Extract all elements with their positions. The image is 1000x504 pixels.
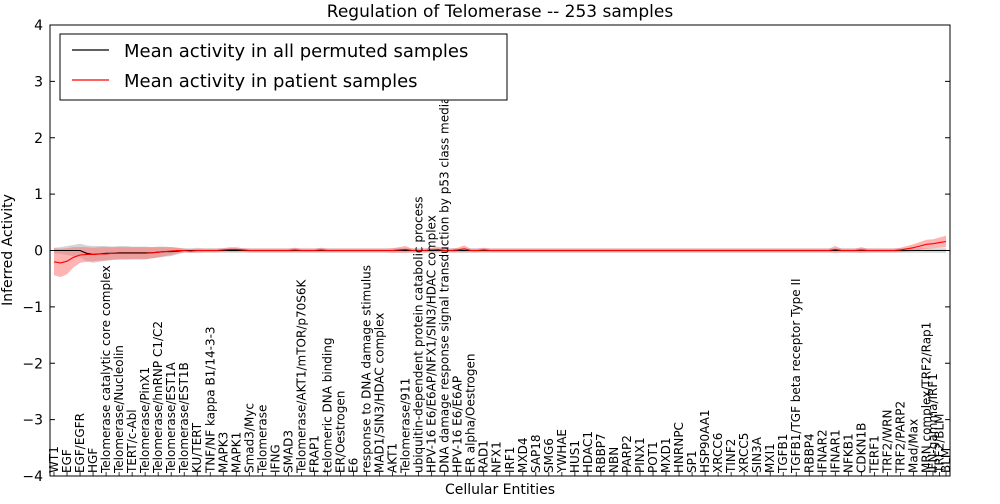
entity-label: SMAD3 <box>281 430 295 473</box>
entity-label: KU/TERT <box>190 422 204 473</box>
plot-frame <box>49 24 951 477</box>
entity-label: IFN-gamma/IRF1 <box>926 373 940 473</box>
entity-label: BLM <box>939 448 953 473</box>
entity-label: TRF2/WRN <box>880 410 894 474</box>
entity-label: MXD1 <box>659 438 673 473</box>
entity-label: Telomerase/PinX1 <box>138 367 152 474</box>
entity-label: TRF2/BLM <box>933 413 947 474</box>
entity-label: TNF/NF kappa B1/14-3-3 <box>203 326 217 474</box>
entity-label: TINF2 <box>724 439 738 474</box>
entity-label: TGFB1/TGF beta receptor Type II <box>789 278 803 474</box>
entity-label: MAPK1 <box>229 432 243 473</box>
entity-label: HUS1 <box>568 440 582 473</box>
series-line-patient <box>53 240 947 264</box>
y-tick-label: 4 <box>34 18 43 34</box>
entity-label: Telomerase/911 <box>399 378 413 474</box>
entity-label: EGF/EGFR <box>73 413 87 473</box>
entity-label: WT1 <box>47 446 61 473</box>
entity-label: RAD1 <box>477 440 491 473</box>
entity-label: HGF <box>86 448 100 473</box>
entity-label: Telomerase/hnRNP C1/C2 <box>151 321 165 474</box>
entity-label: IFNAR1 <box>828 429 842 473</box>
y-tick-label: −1 <box>22 300 43 316</box>
entity-label: HPV-16 E6/E6AP/NFX1/SIN3/HDAC complex <box>425 215 439 473</box>
entity-label: ubiquitin-dependent protein catabolic pr… <box>412 197 426 473</box>
entity-label: response to DNA damage stimulus <box>360 265 374 473</box>
entity-label: Telomerase/Nucleolin <box>112 345 126 474</box>
confidence-bands <box>54 235 946 277</box>
entity-label: HPV-16 E6/E6AP <box>451 376 465 473</box>
entity-label: MAD1/SIN3/HDAC complex <box>373 313 387 473</box>
entity-label: POT1 <box>646 441 660 473</box>
entity-label: TERF1 <box>867 435 881 474</box>
y-tick-label: −2 <box>22 356 43 372</box>
entity-label: ER alpha/Oestrogen <box>464 354 478 473</box>
entity-label: FRAP1 <box>307 435 321 473</box>
legend-label-patient: Mean activity in patient samples <box>124 71 418 92</box>
entity-label: IFNG <box>268 444 282 473</box>
entity-label: ER/Oestrogen <box>334 391 348 473</box>
y-axis-label: Inferred Activity <box>0 194 16 306</box>
entity-label: TGFB1 <box>776 434 790 474</box>
entity-label: NFKB1 <box>841 433 855 473</box>
entity-label: CDKN1B <box>854 423 868 473</box>
entity-label: HDAC1 <box>581 431 595 473</box>
chart-title: Regulation of Telomerase -- 253 samples <box>327 2 674 22</box>
y-tick-label: 2 <box>34 131 43 147</box>
entity-label: MRN complex/TRF2/Rap1 <box>920 322 934 473</box>
entity-label: AKT1 <box>386 443 400 473</box>
entity-label: TERT/c-Abl <box>125 409 139 474</box>
entity-label: RBBP7 <box>594 433 608 473</box>
entity-label: SMG6 <box>542 438 556 473</box>
entity-label: Telomerase/AKT1/mTOR/p70S6K <box>294 278 308 474</box>
entity-label: Telomerase/EST1B <box>177 362 191 474</box>
x-axis-label: Cellular Entities <box>445 482 555 498</box>
y-tick-label: −3 <box>22 413 43 429</box>
entity-label: SAP18 <box>529 434 543 473</box>
entity-label: telomeric DNA binding <box>321 338 335 474</box>
legend-label-permuted: Mean activity in all permuted samples <box>124 41 468 62</box>
entity-labels: WT1 EGF EGF/EGFR HGF Telomerase catalytic co… <box>47 80 953 476</box>
legend: Mean activity in all permuted samples Me… <box>59 33 508 101</box>
entity-label: DNA damage response signal transduction … <box>438 80 452 473</box>
y-tick-label: 0 <box>34 244 43 260</box>
entity-label: SP1 <box>685 451 699 474</box>
entity-label: PARP2 <box>620 435 634 473</box>
entity-label: PINX1 <box>633 437 647 473</box>
entity-label: RBBP4 <box>802 433 816 473</box>
entity-label: MXD4 <box>516 438 530 473</box>
entity-label: MAPK3 <box>216 432 230 473</box>
entity-label: Mad/Max <box>906 419 920 473</box>
entity-label: E6 <box>347 458 361 473</box>
entity-label: SIN3A <box>750 436 764 473</box>
entity-label: Smad3/Myc <box>242 403 256 473</box>
entity-label: HNRNPC <box>672 422 686 473</box>
y-tick-label: 1 <box>34 187 43 203</box>
entity-label: Telomerase <box>255 405 269 474</box>
entity-label: XRCC5 <box>737 433 751 473</box>
entity-label: MXI1 <box>763 443 777 473</box>
series-lines <box>53 240 947 264</box>
entity-label: Telomerase/EST1A <box>164 361 178 474</box>
entity-label: XRCC6 <box>711 433 725 473</box>
entity-label: IRF1 <box>503 447 517 473</box>
entity-label: TRF2/PARP2 <box>893 401 907 474</box>
entity-label: Telomerase catalytic core complex <box>99 265 113 474</box>
entity-label: IFNAR2 <box>815 429 829 473</box>
entity-label: YWHAE <box>555 429 569 474</box>
entity-label: NBN <box>607 447 621 473</box>
band-permuted <box>54 243 946 263</box>
y-tick-label: 3 <box>34 74 43 90</box>
entity-label: HSP90AA1 <box>698 409 712 473</box>
y-tick-label: −4 <box>22 469 43 485</box>
legend-box <box>59 33 508 101</box>
entity-label: EGF <box>60 449 74 473</box>
entity-label: NFX1 <box>490 441 504 473</box>
